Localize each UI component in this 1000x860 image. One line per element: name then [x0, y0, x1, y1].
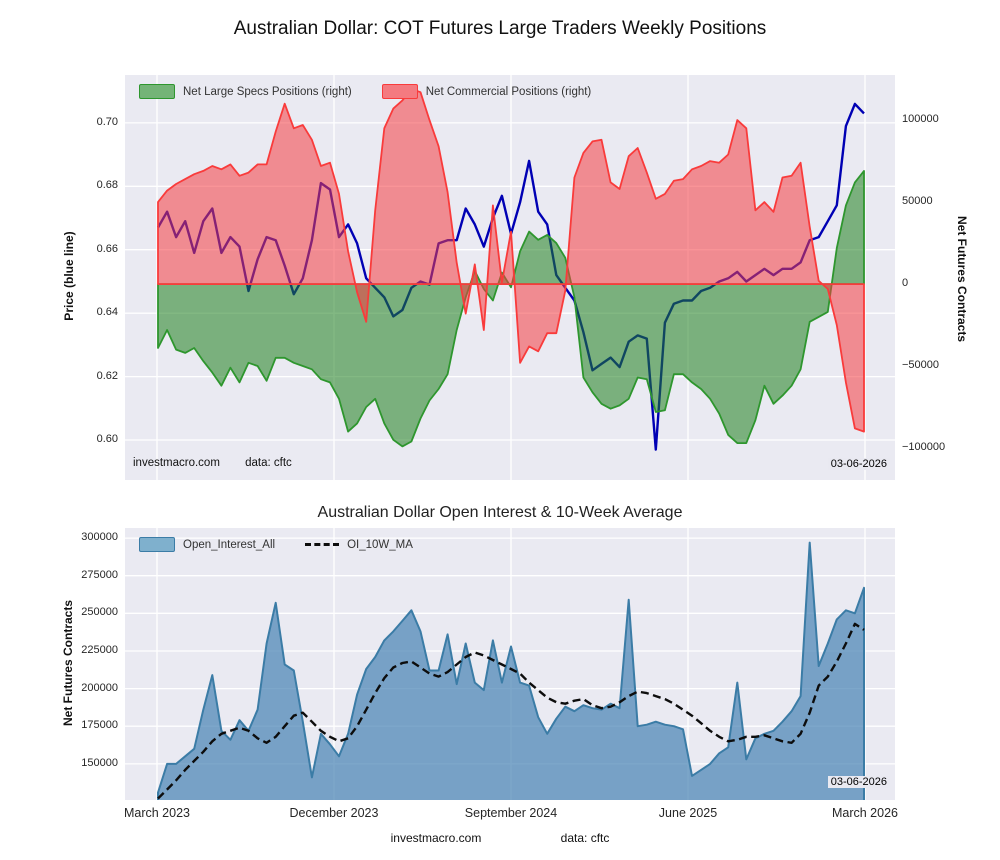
oi-axis-label: Net Futures Contracts: [61, 599, 75, 727]
price-tick: 0.68: [96, 179, 118, 192]
open-interest-title: Australian Dollar Open Interest & 10-Wee…: [317, 504, 683, 521]
contracts-tick: −50000: [902, 359, 940, 372]
contracts-tick: 100000: [902, 113, 939, 126]
oi-tick: 275000: [81, 568, 118, 581]
oi-tick: 300000: [81, 531, 118, 544]
footer-watermark: investmacro.com: [390, 831, 482, 845]
date-tick: March 2023: [123, 806, 190, 820]
price-tick: 0.64: [96, 306, 118, 319]
oi-tick: 250000: [81, 606, 118, 619]
date-tick: March 2026: [831, 806, 898, 820]
date-stamp: 03-06-2026: [827, 776, 890, 788]
cot-positions-canvas: [125, 75, 895, 480]
net-specs-area: [157, 170, 865, 448]
source-text: data: cftc: [245, 457, 292, 469]
dashed-line-icon: [305, 543, 340, 546]
contracts-tick: −100000: [902, 441, 946, 454]
price-tick: 0.70: [96, 115, 118, 128]
price-tick: 0.62: [96, 369, 118, 382]
legend-item-net-commercial: Net Commercial Positions (right): [381, 84, 592, 99]
figure-title: Australian Dollar: COT Futures Large Tra…: [233, 18, 767, 39]
date-tick: September 2024: [464, 806, 558, 820]
oi-ma-line: [157, 622, 865, 800]
open-interest-edge: [157, 541, 865, 800]
date-stamp: 03-06-2026: [827, 458, 890, 470]
net-commercial-area: [157, 88, 865, 433]
price-tick: 0.66: [96, 242, 118, 255]
oi-tick: 175000: [81, 719, 118, 732]
legend-label: OI_10W_MA: [347, 538, 413, 551]
blue-swatch-icon: [139, 537, 175, 552]
legend-item-oi-ma: OI_10W_MA: [305, 539, 413, 551]
oi-tick: 150000: [81, 756, 118, 769]
legend-label: Open_Interest_All: [183, 538, 276, 551]
open-interest-plot: Open_Interest_All OI_10W_MA 03-06-2026: [125, 528, 895, 800]
oi-tick: 200000: [81, 681, 118, 694]
footer-source: data: cftc: [560, 831, 610, 845]
legend-label: Net Commercial Positions (right): [425, 85, 592, 98]
red-swatch-icon: [381, 84, 418, 99]
figure-footer: investmacro.com data: cftc: [0, 831, 1000, 845]
watermark-source: investmacro.com data: cftc: [133, 457, 292, 469]
oi-legend: Open_Interest_All OI_10W_MA: [139, 537, 413, 552]
legend-label: Net Large Specs Positions (right): [183, 85, 352, 98]
cot-legend: Net Large Specs Positions (right) Net Co…: [139, 84, 591, 99]
date-tick: June 2025: [658, 806, 718, 820]
watermark-text: investmacro.com: [133, 457, 220, 469]
legend-item-open-interest: Open_Interest_All: [139, 537, 275, 552]
price-tick: 0.60: [96, 433, 118, 446]
date-tick: December 2023: [289, 806, 379, 820]
contracts-tick: 50000: [902, 195, 933, 208]
green-swatch-icon: [139, 84, 175, 99]
price-axis-label: Price (blue line): [62, 231, 76, 321]
open-interest-area: [158, 542, 864, 800]
cot-positions-plot: Net Large Specs Positions (right) Net Co…: [125, 75, 895, 480]
oi-tick: 225000: [81, 643, 118, 656]
contracts-tick: 0: [902, 277, 909, 290]
legend-item-net-large-specs: Net Large Specs Positions (right): [139, 84, 352, 99]
open-interest-canvas: [125, 528, 895, 800]
